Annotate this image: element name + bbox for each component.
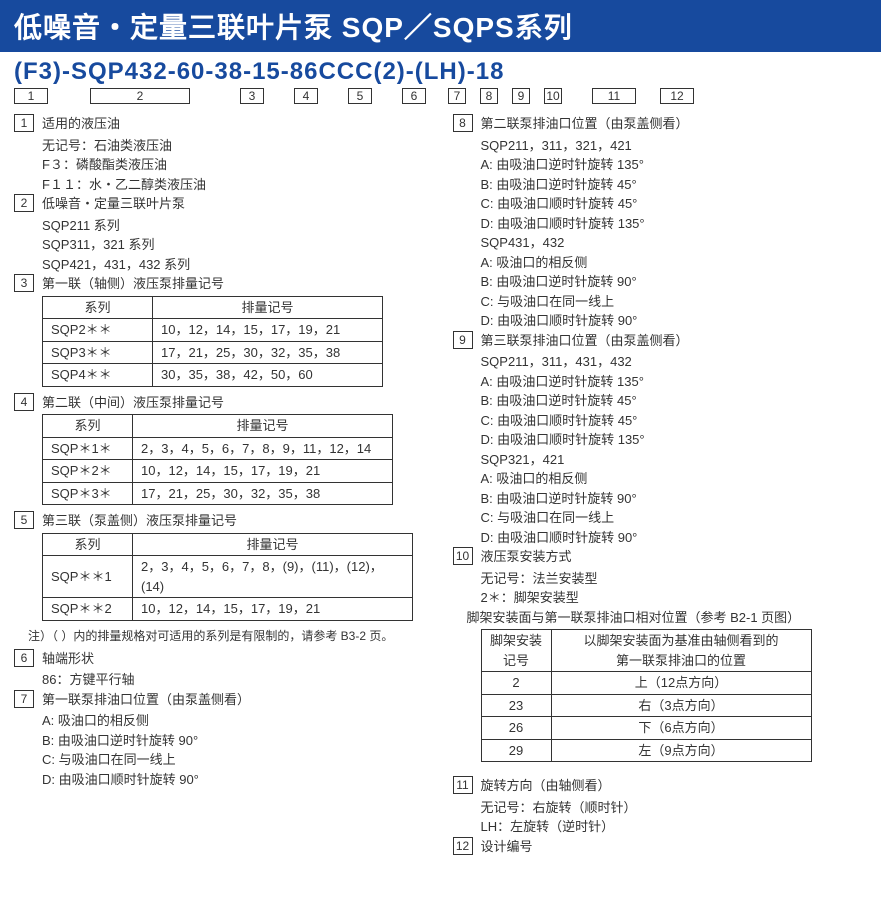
s5-title: 第三联（泵盖侧）液压泵排量记号	[42, 511, 237, 531]
ref-box-12: 12	[660, 88, 694, 104]
num-box-8: 8	[453, 114, 473, 132]
text-line: C: 与吸油口在同一线上	[481, 292, 868, 312]
ref-box-7: 7	[448, 88, 466, 104]
text-line: D: 由吸油口顺时针旋转 90°	[42, 770, 429, 790]
text-line: D: 由吸油口顺时针旋转 90°	[481, 311, 868, 331]
text-line: A: 吸油口的相反侧	[481, 469, 868, 489]
ref-box-11: 11	[592, 88, 636, 104]
text-line: D: 由吸油口顺时针旋转 135°	[481, 214, 868, 234]
num-box-10: 10	[453, 547, 473, 565]
text-line: B: 由吸油口逆时针旋转 45°	[481, 391, 868, 411]
s5-table: 系列排量记号SQP＊＊12，3，4，5，6，7，8，(9)，(11)，(12)，…	[42, 533, 413, 621]
ref-box-2: 2	[90, 88, 190, 104]
s1-title: 适用的液压油	[42, 114, 120, 134]
s3-table: 系列排量记号SQP2＊＊10，12，14，15，17，19，21SQP3＊＊17…	[42, 296, 383, 387]
text-line: A: 由吸油口逆时针旋转 135°	[481, 155, 868, 175]
text-line: C: 与吸油口在同一线上	[481, 508, 868, 528]
text-line: B: 由吸油口逆时针旋转 90°	[481, 489, 868, 509]
num-box-4: 4	[14, 393, 34, 411]
page-header: 低噪音・定量三联叶片泵 SQP／SQPS系列	[0, 0, 881, 52]
text-line: SQP211，311，321，421	[481, 136, 868, 156]
text-line: SQP211，311，431，432	[481, 352, 868, 372]
text-line: D: 由吸油口顺时针旋转 135°	[481, 430, 868, 450]
text-line: SQP431，432	[481, 233, 868, 253]
num-box-1: 1	[14, 114, 34, 132]
model-code: (F3)-SQP432-60-38-15-86CCC(2)-(LH)-18	[0, 52, 881, 88]
s9-title: 第三联泵排油口位置（由泵盖侧看）	[481, 331, 689, 351]
text-line: 86：方键平行轴	[42, 670, 429, 690]
s11-body: 无记号：右旋转（顺时针）LH：左旋转（逆时针）	[481, 798, 868, 837]
ref-box-8: 8	[480, 88, 498, 104]
text-line: F３：磷酸酯类液压油	[42, 155, 429, 175]
s9-body: SQP211，311，431，432A: 由吸油口逆时针旋转 135°B: 由吸…	[481, 352, 868, 547]
ref-box-6: 6	[402, 88, 426, 104]
s4-table: 系列排量记号SQP＊1＊2，3，4，5，6，7，8，9，11，12，14SQP＊…	[42, 414, 393, 505]
s8-body: SQP211，311，321，421A: 由吸油口逆时针旋转 135°B: 由吸…	[481, 136, 868, 331]
ref-box-10: 10	[544, 88, 562, 104]
ref-box-4: 4	[294, 88, 318, 104]
s8-title: 第二联泵排油口位置（由泵盖侧看）	[481, 114, 689, 134]
text-line: 无记号：右旋转（顺时针）	[481, 798, 868, 818]
text-line: A: 由吸油口逆时针旋转 135°	[481, 372, 868, 392]
s7-title: 第一联泵排油口位置（由泵盖侧看）	[42, 690, 250, 710]
num-box-12: 12	[453, 837, 473, 855]
s5-note: 注）（ ）内的排量规格对可适用的系列是有限制的，请参考 B3-2 页。	[28, 627, 429, 645]
text-line: SQP321，421	[481, 450, 868, 470]
s1-body: 无记号：石油类液压油F３：磷酸酯类液压油F１１：水・乙二醇类液压油	[42, 136, 429, 195]
text-line: 无记号：石油类液压油	[42, 136, 429, 156]
s10-sub: 脚架安装面与第一联泵排油口相对位置（参考 B2-1 页图）	[467, 608, 868, 628]
main-content: 1 适用的液压油 无记号：石油类液压油F３：磷酸酯类液压油F１１：水・乙二醇类液压…	[0, 110, 881, 868]
s10-table: 脚架安装 记号以脚架安装面为基准由轴侧看到的 第一联泵排油口的位置2上（12点方…	[481, 629, 812, 762]
text-line: 2＊：脚架安装型	[481, 588, 868, 608]
text-line: A: 吸油口的相反侧	[481, 253, 868, 273]
text-line: 无记号：法兰安装型	[481, 569, 868, 589]
text-line: F１１：水・乙二醇类液压油	[42, 175, 429, 195]
s2-title: 低噪音・定量三联叶片泵	[42, 194, 185, 214]
s6-title: 轴端形状	[42, 649, 94, 669]
num-box-3: 3	[14, 274, 34, 292]
s12-title: 设计编号	[481, 837, 533, 857]
s3-title: 第一联（轴侧）液压泵排量记号	[42, 274, 224, 294]
text-line: B: 由吸油口逆时针旋转 90°	[481, 272, 868, 292]
s7-body: A: 吸油口的相反侧B: 由吸油口逆时针旋转 90°C: 与吸油口在同一线上D:…	[42, 711, 429, 789]
num-box-2: 2	[14, 194, 34, 212]
ref-box-5: 5	[348, 88, 372, 104]
s6-body: 86：方键平行轴	[42, 670, 429, 690]
right-column: 8第二联泵排油口位置（由泵盖侧看） SQP211，311，321，421A: 由…	[453, 114, 868, 858]
s10-body: 无记号：法兰安装型2＊：脚架安装型	[481, 569, 868, 608]
ref-box-9: 9	[512, 88, 530, 104]
ref-box-3: 3	[240, 88, 264, 104]
text-line: C: 与吸油口在同一线上	[42, 750, 429, 770]
text-line: SQP211 系列	[42, 216, 429, 236]
text-line: C: 由吸油口顺时针旋转 45°	[481, 194, 868, 214]
text-line: D: 由吸油口顺时针旋转 90°	[481, 528, 868, 548]
text-line: A: 吸油口的相反侧	[42, 711, 429, 731]
ref-box-1: 1	[14, 88, 48, 104]
s4-title: 第二联（中间）液压泵排量记号	[42, 393, 224, 413]
s10-title: 液压泵安装方式	[481, 547, 572, 567]
reference-row: 123456789101112	[0, 88, 881, 110]
left-column: 1 适用的液压油 无记号：石油类液压油F３：磷酸酯类液压油F１１：水・乙二醇类液压…	[14, 114, 429, 858]
text-line: SQP311，321 系列	[42, 235, 429, 255]
text-line: C: 由吸油口顺时针旋转 45°	[481, 411, 868, 431]
s2-body: SQP211 系列SQP311，321 系列SQP421，431，432 系列	[42, 216, 429, 275]
text-line: B: 由吸油口逆时针旋转 90°	[42, 731, 429, 751]
num-box-5: 5	[14, 511, 34, 529]
num-box-11: 11	[453, 776, 473, 794]
text-line: B: 由吸油口逆时针旋转 45°	[481, 175, 868, 195]
num-box-7: 7	[14, 690, 34, 708]
num-box-9: 9	[453, 331, 473, 349]
text-line: SQP421，431，432 系列	[42, 255, 429, 275]
text-line: LH：左旋转（逆时针）	[481, 817, 868, 837]
s11-title: 旋转方向（由轴侧看）	[481, 776, 611, 796]
num-box-6: 6	[14, 649, 34, 667]
